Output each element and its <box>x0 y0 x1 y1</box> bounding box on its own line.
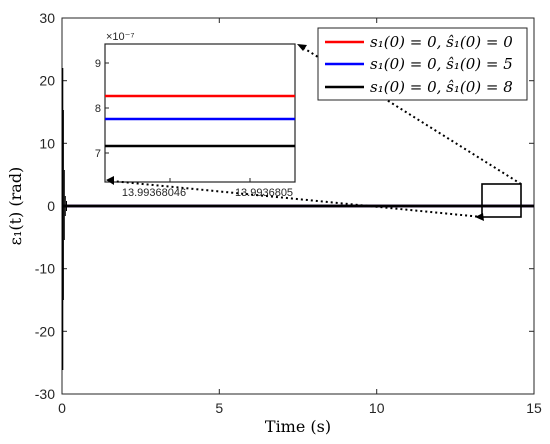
x-tick-label: 10 <box>369 400 385 416</box>
initial-transient <box>61 68 67 370</box>
inset-y-tick-label: 9 <box>95 58 101 70</box>
y-axis-label: ε₁(t) (rad) <box>6 167 25 246</box>
legend: s₁(0) = 0, ŝ₁(0) = 0 s₁(0) = 0, ŝ₁(0) = … <box>317 27 528 101</box>
x-tick-label: 5 <box>215 400 223 416</box>
y-tick-label: -30 <box>35 386 55 402</box>
y-axis: 30 20 10 0 -10 -20 -30 <box>35 10 534 402</box>
y-tick-label: 20 <box>39 73 55 89</box>
x-axis: 0 5 10 15 <box>58 18 542 416</box>
inset-y-tick-label: 7 <box>95 148 101 160</box>
inset-y-tick-label: 8 <box>95 103 101 115</box>
x-tick-label: 0 <box>58 400 66 416</box>
inset-exponent-label: ×10⁻⁷ <box>106 31 134 43</box>
y-tick-label: 10 <box>39 135 55 151</box>
inset-x-tick-label: 13.9936805 <box>235 187 293 199</box>
y-tick-label: -10 <box>35 261 55 277</box>
zoom-region-box <box>481 183 522 218</box>
x-axis-label: Time (s) <box>265 417 331 436</box>
x-tick-label: 15 <box>526 400 542 416</box>
legend-label: s₁(0) = 0, ŝ₁(0) = 5 <box>370 55 513 73</box>
y-tick-label: -20 <box>35 323 55 339</box>
inset-frame <box>104 43 296 183</box>
y-tick-label: 0 <box>47 198 55 214</box>
legend-label: s₁(0) = 0, ŝ₁(0) = 0 <box>370 33 513 51</box>
legend-label: s₁(0) = 0, ŝ₁(0) = 8 <box>370 78 513 96</box>
inset-axes: 9 8 7 ×10⁻⁷ 13.99368046 13.9936805 <box>95 31 296 199</box>
inset-x-tick-label: 13.99368046 <box>122 187 186 199</box>
y-tick-label: 30 <box>39 10 55 26</box>
